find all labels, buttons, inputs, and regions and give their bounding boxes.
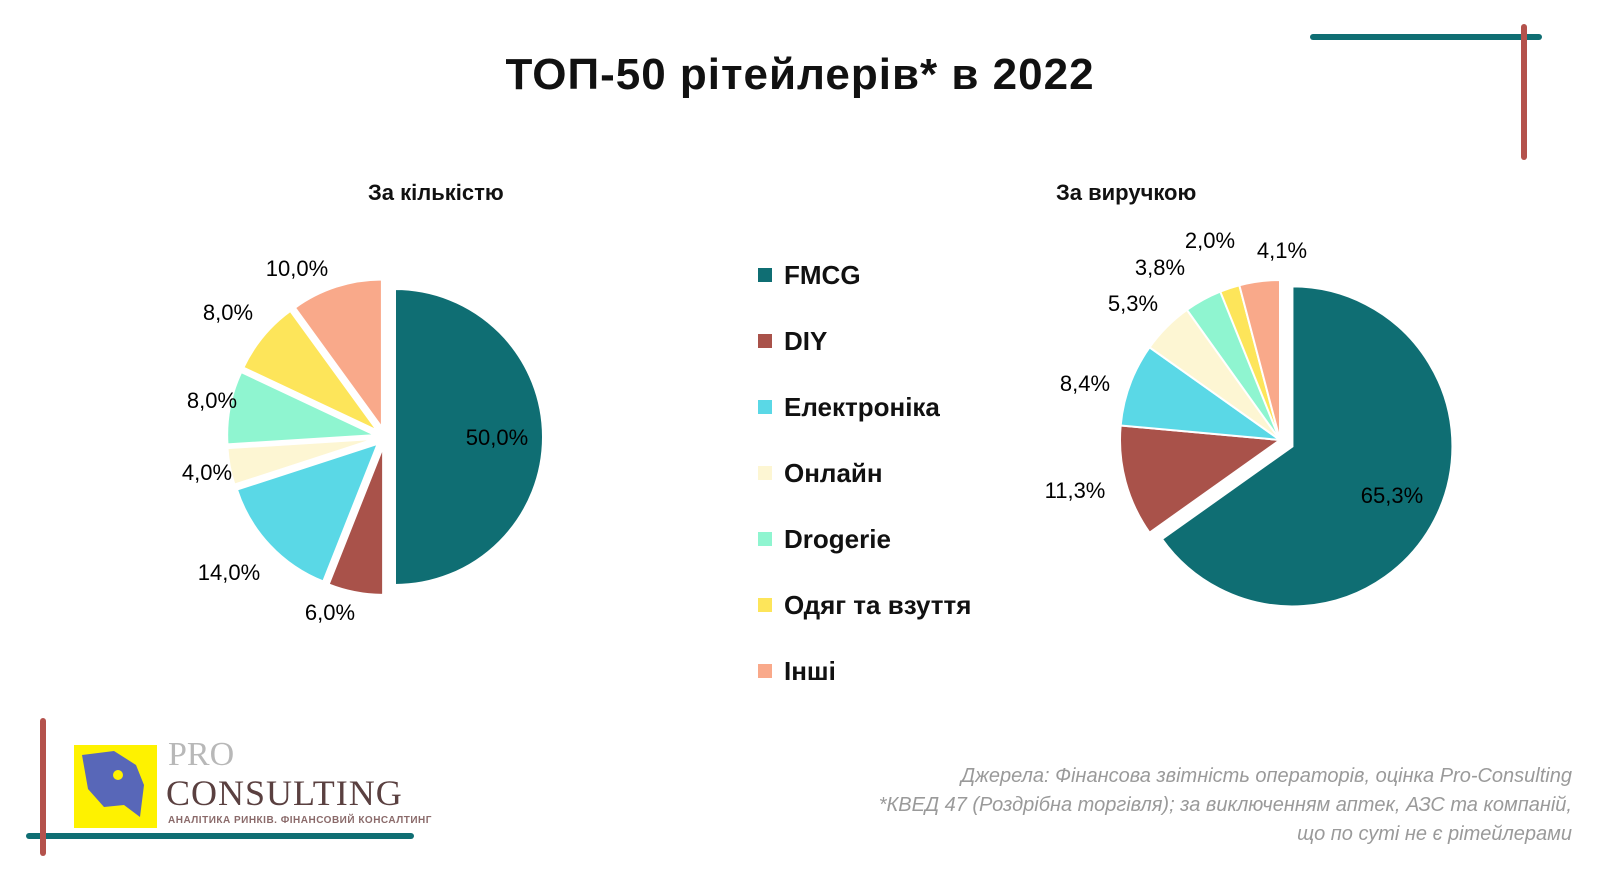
legend: FMCG DIY Електроніка Онлайн Drogerie Одя… (758, 242, 971, 704)
accent-line-teal-bottom (26, 833, 414, 839)
pie-slice (1160, 285, 1454, 608)
legend-label: Інші (784, 655, 836, 686)
legend-item: Одяг та взуття (758, 572, 971, 638)
data-label: 8,0% (187, 388, 237, 413)
legend-swatch (758, 400, 772, 414)
legend-item: Онлайн (758, 440, 971, 506)
logo-tagline: АНАЛІТИКА РИНКІВ. ФІНАНСОВИЙ КОНСАЛТИНГ (168, 815, 432, 826)
accent-line-red-top (1521, 24, 1527, 160)
data-label: 5,3% (1108, 291, 1158, 316)
legend-label: DIY (784, 325, 828, 356)
data-label: 14,0% (198, 560, 260, 585)
legend-item: Електроніка (758, 374, 971, 440)
data-label: 3,8% (1135, 255, 1185, 280)
pie-slice (394, 287, 544, 587)
data-label: 8,4% (1060, 371, 1110, 396)
data-label: 6,0% (305, 600, 355, 625)
legend-swatch (758, 664, 772, 678)
pie-slice (327, 446, 385, 596)
pie-slice (226, 370, 376, 446)
logo-pro: PRO (168, 736, 235, 773)
pie-slice (226, 437, 376, 486)
data-label: 10,0% (266, 256, 328, 281)
legend-item: FMCG (758, 242, 971, 308)
data-label: 2,0% (1185, 228, 1235, 253)
pie-slice (1238, 278, 1281, 441)
footnote-line-2: що по суті не є рітейлерами (1297, 823, 1572, 845)
legend-label: Одяг та взуття (784, 589, 972, 620)
data-label: 4,1% (1257, 238, 1307, 263)
data-label: 4,0% (182, 460, 232, 485)
pie-slice (235, 442, 380, 583)
chart-title-count: За кількістю (368, 180, 504, 205)
data-label: 8,0% (203, 300, 253, 325)
footnote-line-1: *КВЕД 47 (Роздрібна торгівля); за виключ… (878, 794, 1572, 816)
pie-slice (242, 309, 379, 432)
legend-swatch (758, 532, 772, 546)
rhino-logo (74, 745, 157, 828)
legend-item: Drogerie (758, 506, 971, 572)
legend-label: Онлайн (784, 457, 883, 488)
data-label: 50,0% (466, 425, 528, 450)
accent-line-teal-top (1310, 34, 1542, 40)
accent-line-red-bottom (40, 718, 46, 856)
legend-item: DIY (758, 308, 971, 374)
legend-label: Електроніка (784, 391, 940, 422)
source-note: Джерела: Фінансова звітність операторів,… (879, 762, 1572, 849)
data-label: 65,3% (1361, 483, 1423, 508)
legend-label: Drogerie (784, 523, 891, 554)
legend-swatch (758, 268, 772, 282)
legend-item: Інші (758, 638, 971, 704)
source-text: Джерела: Фінансова звітність операторів,… (961, 765, 1572, 787)
logo-consulting: CONSULTING (166, 773, 403, 813)
pie-slice (293, 278, 383, 431)
legend-swatch (758, 466, 772, 480)
chart-title-revenue: За виручкою (1056, 180, 1197, 205)
legend-swatch (758, 334, 772, 348)
data-label: 11,3% (1045, 478, 1106, 503)
page-title: ТОП-50 рітейлерів* в 2022 (505, 50, 1095, 99)
legend-label: FMCG (784, 259, 861, 290)
legend-swatch (758, 598, 772, 612)
pie-slice (1119, 424, 1283, 535)
